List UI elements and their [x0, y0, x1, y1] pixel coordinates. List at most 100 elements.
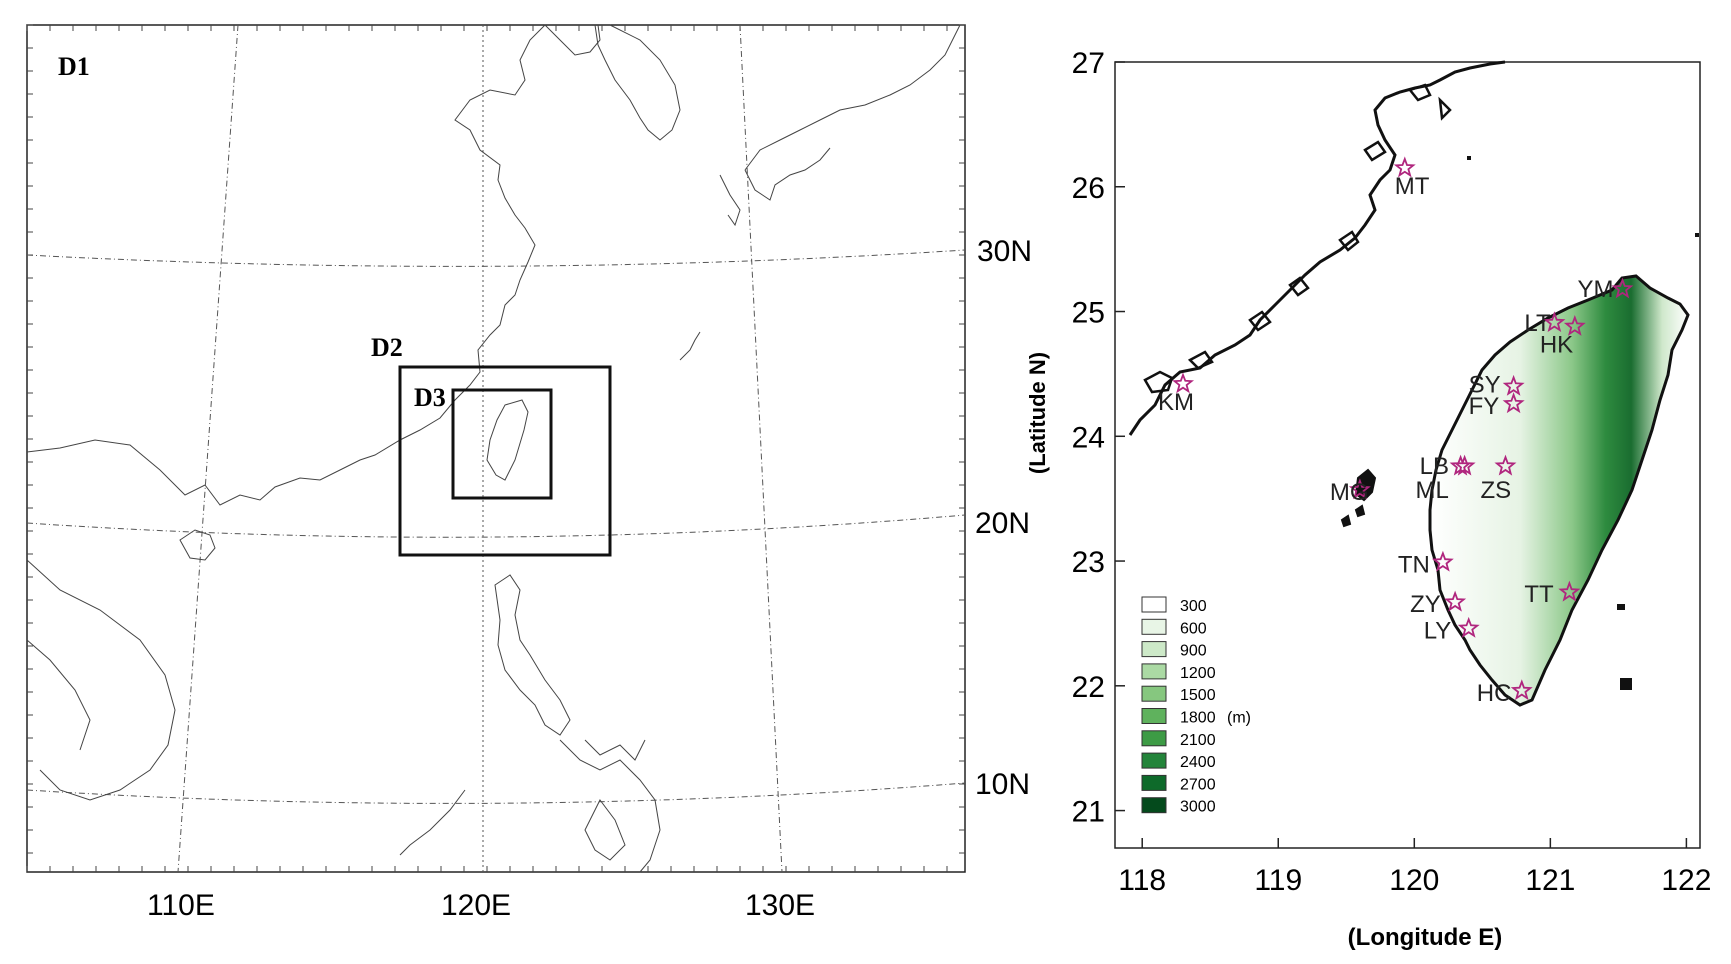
parallel-30n — [26, 249, 966, 267]
japan-coast — [744, 24, 961, 171]
legend-label: 1800 — [1180, 710, 1216, 727]
green-island — [1617, 604, 1625, 610]
y-tick-label: 26 — [1072, 172, 1105, 205]
legend-label: 2100 — [1180, 732, 1216, 749]
legend-label: 1200 — [1180, 665, 1216, 682]
legend-swatch — [1141, 730, 1167, 747]
taiwan-left — [486, 399, 529, 481]
station-star-zs — [1494, 454, 1517, 476]
y-tick-label: 23 — [1072, 546, 1105, 579]
lon-label-110e: 110E — [147, 889, 215, 922]
vietnam-coast — [26, 559, 176, 801]
station-label-mt: MT — [1395, 173, 1430, 200]
legend-swatch — [1141, 685, 1167, 702]
lat-label-30n: 30N — [977, 235, 1032, 268]
legend-swatch — [1141, 752, 1167, 769]
lat-label-20n: 20N — [975, 507, 1030, 540]
x-tick-label: 120 — [1389, 864, 1439, 897]
station-star-tn — [1431, 550, 1454, 572]
station-label-hk: HK — [1540, 331, 1573, 358]
station-label-fy: FY — [1469, 393, 1500, 420]
station-label-sy: SY — [1469, 371, 1501, 398]
legend-swatch — [1141, 618, 1167, 635]
station-label-ly: LY — [1424, 617, 1452, 644]
right-axes: 118 119 120 121 122 21 22 23 24 25 26 27 — [1072, 47, 1712, 897]
x-tick-label: 118 — [1118, 864, 1166, 897]
legend-label: 300 — [1180, 598, 1207, 615]
visayas — [559, 739, 661, 873]
taiwan-terrain — [1428, 274, 1690, 707]
korea-north — [544, 24, 601, 56]
station-label-tt: TT — [1524, 581, 1554, 608]
domain-d3-label: D3 — [414, 383, 446, 412]
left-graticule — [26, 24, 966, 873]
station-label-lt: LT — [1524, 310, 1551, 337]
station-label-km: KM — [1158, 389, 1194, 416]
lon-label-120e: 120E — [441, 889, 511, 922]
y-tick-label: 22 — [1072, 671, 1105, 704]
station-label-zs: ZS — [1480, 477, 1511, 504]
japan-south — [719, 174, 741, 227]
station-label-zy: ZY — [1410, 591, 1441, 618]
y-tick-label: 21 — [1072, 796, 1105, 829]
station-label-lb: LB — [1420, 453, 1449, 480]
legend-label: 900 — [1180, 643, 1207, 660]
legend-swatch — [1141, 797, 1167, 814]
lat-label-10n: 10N — [975, 768, 1030, 801]
station-label-ym: YM — [1577, 276, 1613, 303]
right-coastlines — [1128, 60, 1699, 707]
station-star-mg — [1348, 478, 1371, 500]
domain-d2-box — [398, 365, 612, 557]
domain-d2-label: D2 — [371, 333, 403, 362]
legend-label: 3000 — [1180, 799, 1216, 816]
left-frame-ticks — [26, 24, 965, 872]
y-tick-label: 25 — [1072, 297, 1105, 330]
japan-kyushu — [744, 147, 831, 201]
station-star-lt — [1543, 311, 1566, 333]
pengjia-islet — [1695, 233, 1699, 237]
station-star-km — [1172, 372, 1195, 394]
legend-swatch — [1141, 774, 1167, 791]
hainan — [179, 529, 216, 561]
mindanao — [584, 799, 626, 861]
elevation-legend: 300 600 900 1200 1500 1800 (m) 2100 2400 2700 3000 — [1141, 596, 1251, 816]
fujian-islands — [1143, 83, 1452, 394]
legend-label: 2700 — [1180, 776, 1216, 793]
station-label-mg: MG — [1330, 479, 1369, 506]
legend-unit: (m) — [1227, 710, 1251, 727]
parallel-10n — [26, 782, 966, 804]
domain-d3-box — [451, 388, 553, 500]
philippines-east — [584, 739, 646, 761]
legend-swatch — [1141, 663, 1167, 680]
luzon — [494, 574, 571, 736]
station-label-ml: ML — [1416, 477, 1449, 504]
x-tick-label: 119 — [1254, 864, 1302, 897]
meridian-130e — [739, 24, 783, 873]
station-star-hc — [1510, 679, 1533, 701]
lon-label-130e: 130E — [745, 889, 815, 922]
orchid-island — [1620, 678, 1632, 690]
legend-swatch — [1141, 641, 1167, 658]
legend-label: 1500 — [1180, 687, 1216, 704]
parallel-20n — [26, 514, 966, 538]
china-coast — [26, 24, 546, 506]
left-map-frame — [26, 24, 966, 873]
indochina-inner — [26, 639, 91, 751]
matsu-dots — [1467, 156, 1471, 160]
y-tick-label: 24 — [1072, 421, 1105, 454]
station-label-hc: HC — [1477, 680, 1512, 707]
station-star-ym — [1611, 277, 1634, 299]
x-tick-label: 121 — [1525, 864, 1575, 897]
station-star-sy — [1502, 374, 1525, 396]
station-star-zy — [1444, 590, 1467, 612]
station-star-mt — [1393, 156, 1416, 178]
right-ylabel: (Latitude N) — [1025, 352, 1050, 474]
y-tick-label: 27 — [1072, 47, 1105, 80]
meridian-110e — [177, 24, 239, 873]
ryukyu — [679, 331, 701, 361]
legend-swatch — [1141, 596, 1167, 613]
legend-label: 2400 — [1180, 754, 1216, 771]
legend-label: 600 — [1180, 620, 1207, 637]
station-star-tt — [1558, 580, 1581, 602]
